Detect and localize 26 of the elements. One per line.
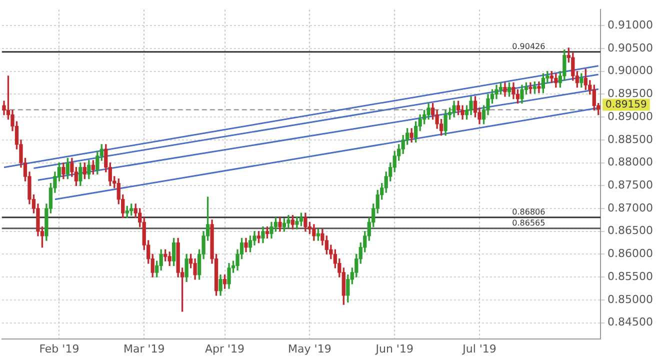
candlestick xyxy=(528,82,532,94)
x-tick-label: Jun '19 xyxy=(374,342,414,356)
y-tick-label: 0.84500 xyxy=(608,316,654,329)
ref-line-label: 0.86565 xyxy=(512,218,546,228)
y-tick-label: 0.91000 xyxy=(608,18,654,32)
x-tick-label: Jul '19 xyxy=(462,342,496,356)
ref-line-label: 0.90426 xyxy=(512,42,546,51)
y-tick-label: 0.89500 xyxy=(608,87,654,100)
x-tick-label: Mar '19 xyxy=(123,342,165,356)
x-tick-label: Apr '19 xyxy=(204,342,245,356)
y-tick-label: 0.90000 xyxy=(608,64,654,78)
candlestick xyxy=(537,82,541,94)
y-tick-label: 0.89000 xyxy=(608,110,654,123)
x-tick-label: May '19 xyxy=(288,342,332,356)
ref-line-label: 0.86806 xyxy=(512,207,546,216)
y-tick-label: 0.87000 xyxy=(608,201,654,214)
y-tick-label: 0.88000 xyxy=(608,156,654,169)
y-tick-label: 0.86500 xyxy=(608,224,654,238)
y-tick-label: 0.86000 xyxy=(608,247,654,260)
y-tick-label: 0.88500 xyxy=(608,132,654,146)
y-tick-label: 0.90500 xyxy=(608,41,654,54)
x-tick-label: Feb '19 xyxy=(39,342,80,356)
y-tick-label: 0.85000 xyxy=(608,292,654,306)
y-tick-label: 0.87500 xyxy=(608,178,654,192)
ref-line-label: 0.89159 xyxy=(606,99,647,110)
y-tick-label: 0.85500 xyxy=(608,270,654,283)
